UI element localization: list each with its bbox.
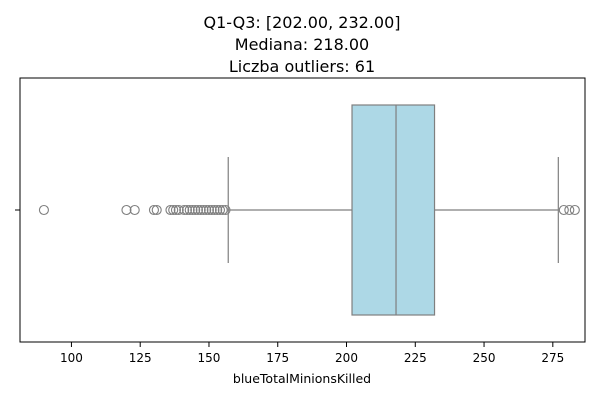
x-tick-label: 275 [541, 351, 564, 365]
outlier-point [173, 204, 184, 216]
x-tick-label: 125 [129, 351, 152, 365]
outlier-point [129, 204, 140, 216]
outlier-point [209, 204, 220, 216]
chart-title-line-2: Mediana: 218.00 [235, 35, 369, 54]
outlier-point [212, 204, 223, 216]
outlier-point [569, 204, 580, 216]
outlier-point [38, 204, 49, 216]
outlier-point [201, 204, 212, 216]
outlier-point [195, 204, 206, 216]
outlier-point [121, 204, 132, 216]
outlier-point [220, 204, 231, 216]
box-series [227, 104, 559, 316]
iqr-box [351, 104, 436, 316]
x-tick-label: 200 [335, 351, 358, 365]
x-tick-label: 150 [198, 351, 221, 365]
outlier-point [165, 204, 176, 216]
outlier-point [151, 204, 162, 216]
outlier-point [203, 204, 215, 216]
x-axis-label: blueTotalMinionsKilled [233, 371, 371, 386]
x-tick-label: 250 [473, 351, 496, 365]
outlier-point [148, 204, 160, 216]
outlier-point [198, 204, 209, 216]
outlier-point [168, 204, 179, 216]
outlier-point [184, 204, 195, 216]
x-axis-ticks: 100 125 150 175 200 225 250 275 [60, 342, 564, 365]
outlier-point [190, 204, 201, 216]
x-tick-label: 225 [404, 351, 427, 365]
outlier-point [217, 204, 228, 216]
outlier-point [558, 204, 569, 216]
outlier-point [170, 204, 182, 216]
x-tick-label: 100 [60, 351, 83, 365]
x-tick-label: 175 [266, 351, 289, 365]
outlier-point [181, 204, 193, 216]
outlier-point [564, 204, 575, 216]
outlier-point [192, 204, 204, 216]
chart-title-line-3: Liczba outliers: 61 [229, 57, 375, 76]
outlier-point [187, 204, 198, 216]
outlier-point [206, 204, 217, 216]
outlier-point [179, 204, 190, 216]
outliers [38, 204, 580, 216]
chart-title-line-1: Q1-Q3: [202.00, 232.00] [203, 13, 400, 32]
outlier-point [214, 204, 226, 216]
